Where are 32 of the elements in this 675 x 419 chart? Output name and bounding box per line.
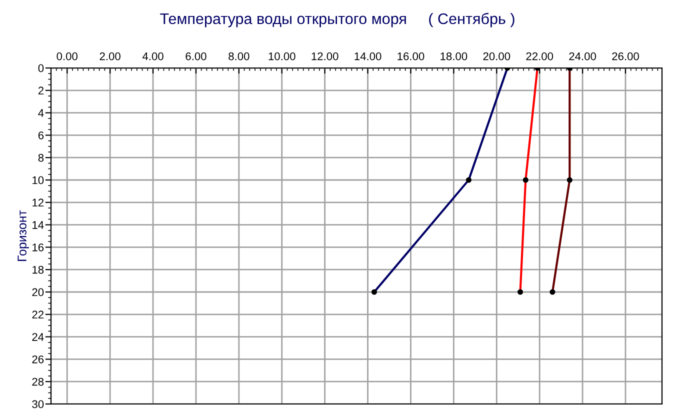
y-tick-label: 24	[32, 333, 44, 341]
x-tick-label: 14.00	[354, 52, 382, 60]
y-tick-label: 6	[38, 131, 44, 140]
y-tick-label: 12	[32, 198, 44, 206]
y-tick-label: 22	[32, 310, 44, 318]
x-tick-label: 24.00	[569, 52, 596, 60]
x-tick-label: 18.00	[440, 52, 468, 60]
y-tick-label: 26	[32, 355, 44, 364]
x-tick-label: 8.00	[228, 52, 250, 60]
x-tick-label: 10.00	[268, 52, 296, 60]
y-axis-title: Горизонт	[18, 210, 29, 261]
y-tick-label: 28	[32, 378, 44, 386]
y-tick-label: 18	[32, 266, 44, 274]
x-tick-label: 22.00	[526, 52, 554, 60]
x-tick-label: 12.00	[312, 52, 338, 60]
y-tick-label: 14	[32, 221, 44, 229]
y-tick-label: 10	[32, 176, 44, 184]
y-tick-label: 0	[38, 64, 44, 72]
x-tick-label: 6.00	[186, 52, 206, 60]
y-tick-label: 2	[38, 86, 44, 94]
x-tick-label: 0.00	[56, 52, 78, 60]
x-tick-label: 16.00	[398, 52, 424, 60]
x-tick-label: 4.00	[142, 52, 164, 60]
x-tick-label: 20.00	[483, 52, 510, 60]
x-tick-label: 26.00	[612, 52, 639, 60]
y-tick-label: 30	[32, 400, 44, 408]
y-tick-label: 8	[38, 154, 44, 162]
y-tick-label: 16	[32, 243, 44, 252]
y-tick-label: 20	[32, 288, 44, 296]
x-tick-label: 2.00	[100, 52, 120, 60]
y-tick-label: 4	[38, 109, 44, 117]
chart-title: Температура воды открытого моря ( Сентябрь )	[160, 12, 514, 28]
